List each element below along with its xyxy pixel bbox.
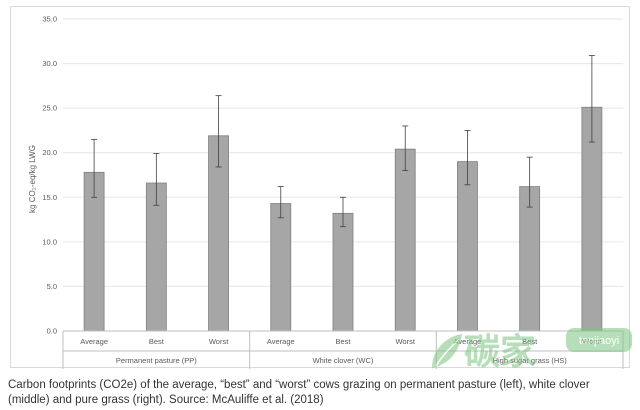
y-tick-label: 30.0: [42, 59, 57, 68]
y-tick-label: 25.0: [42, 104, 57, 113]
y-tick-label: 5.0: [47, 282, 57, 291]
y-tick-label: 10.0: [42, 237, 57, 246]
x-category-label: Best: [335, 337, 351, 346]
x-category-label: Average: [267, 337, 295, 346]
bar-chart: 0.0 5.0 10.0 15.0 20.0 25.0 30.0 35.0 Average Bes…: [28, 15, 624, 369]
chart-container: 0.0 5.0 10.0 15.0 20.0 25.0 30.0 35.0 Average Bes…: [10, 6, 630, 369]
bar: [519, 186, 541, 332]
error-bars: [91, 55, 595, 228]
x-category-label: Worst: [209, 337, 229, 346]
figure-caption: Carbon footprints (CO2e) of the average,…: [8, 379, 590, 406]
x-category-label: Worst: [395, 337, 415, 346]
x-group-label: White clover (WC): [313, 356, 374, 365]
bar: [394, 148, 416, 332]
x-group-label: High sugar grass (HS): [493, 356, 568, 365]
x-category-label: Worst: [582, 337, 602, 346]
y-tick-label: 20.0: [42, 148, 57, 157]
y-tick-label: 15.0: [42, 193, 57, 202]
x-category-label: Average: [80, 337, 108, 346]
bar: [332, 212, 354, 332]
bar: [270, 203, 292, 332]
bar: [457, 161, 478, 332]
x-category-label: Average: [454, 337, 482, 346]
y-tick-label: 35.0: [42, 15, 57, 24]
y-tick-label: 0.0: [47, 327, 57, 336]
y-axis-label: kg CO₂-eq/kg LWG: [28, 145, 37, 213]
x-group-label: Permanent pasture (PP): [116, 356, 197, 365]
x-category-label: Best: [522, 337, 538, 346]
x-category-label: Best: [149, 337, 165, 346]
